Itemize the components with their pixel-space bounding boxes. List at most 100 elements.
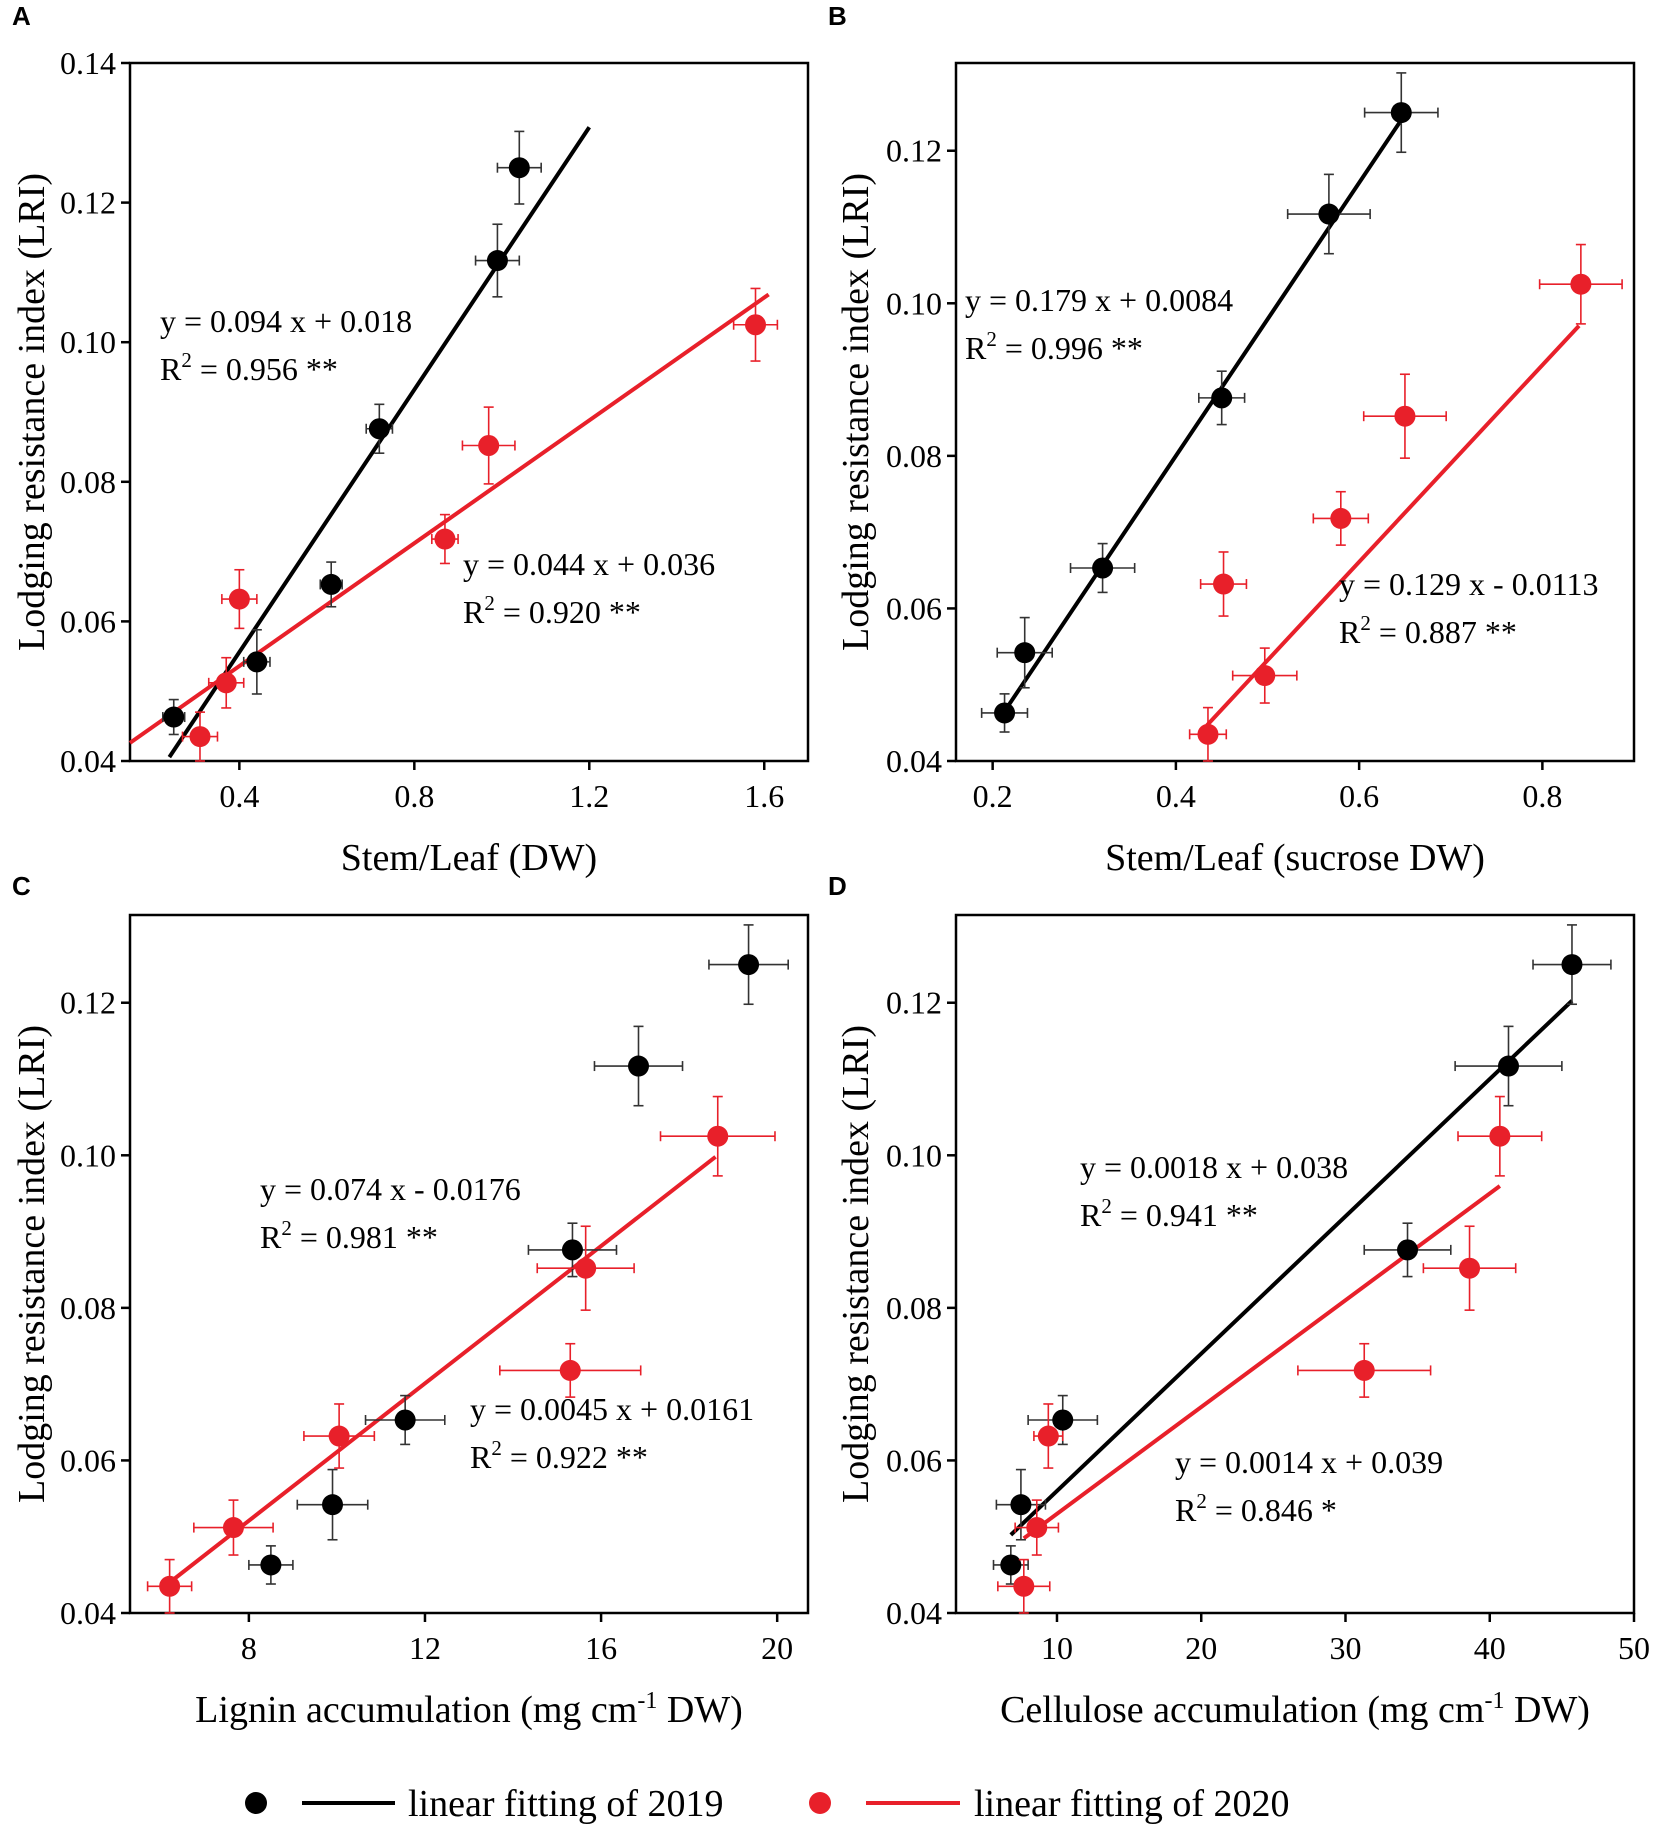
data-point-2020 [1353,1359,1375,1381]
x-axis-label: Stem/Leaf (sucrose DW) [1105,837,1485,879]
x-tick-label: 40 [1474,1630,1506,1666]
r2-value: = 0.956 ** [192,351,338,387]
x-tick-label: 0.4 [219,778,259,814]
legend: linear fitting of 2019 linear fitting of … [245,1783,1290,1825]
legend-label-2020: linear fitting of 2020 [974,1783,1290,1825]
x-tick-label: 0.6 [1339,778,1379,814]
data-point-2020 [745,314,767,336]
data-point-2019 [322,1494,344,1516]
x-tick-label: 16 [585,1630,617,1666]
legend-marker-2019 [245,1792,267,1814]
fit-r2-2020: R2 = 0.887 ** [1339,611,1517,650]
r2-sup: 2 [1360,611,1371,635]
x-axis-label-sup: -1 [637,1688,657,1714]
fit-r2-2019: R2 = 0.941 ** [1080,1194,1258,1233]
data-point-2019 [1397,1239,1419,1261]
y-tick-label: 0.06 [60,1442,116,1478]
y-axis-label: Lodging resistance index (LRI) [11,173,53,651]
x-axis-label: Cellulose accumulation (mg cm-1 DW) [1000,1688,1590,1731]
data-point-2020 [1037,1425,1059,1447]
data-point-2019 [1318,203,1340,225]
y-tick-label: 0.06 [886,590,942,626]
x-tick-label: 1.6 [744,778,784,814]
data-point-2020 [1197,723,1219,745]
data-point-2020 [215,672,237,694]
r2-sup: 2 [181,348,192,372]
fit-equation-2020: y = 0.0045 x + 0.0161 [470,1391,754,1427]
fit-r2-2019: R2 = 0.996 ** [965,327,1143,366]
y-tick-label: 0.12 [60,985,116,1021]
y-tick-label: 0.06 [60,603,116,639]
data-point-2020 [222,1517,244,1539]
fit-equation-2019: y = 0.074 x - 0.0176 [260,1171,521,1207]
x-tick-label: 10 [1041,1630,1073,1666]
fit-r2-2019: R2 = 0.956 ** [160,348,338,387]
r2-value: = 0.941 ** [1112,1197,1258,1233]
r2-value: = 0.920 ** [495,594,641,630]
fit-r2-2019: R2 = 0.981 ** [260,1216,438,1255]
plot-frame [954,913,1636,1615]
data-point-2020 [1570,273,1592,295]
data-point-2019 [994,702,1016,724]
r2-value: = 0.887 ** [1371,614,1517,650]
data-point-2020 [1026,1517,1048,1539]
data-point-2019 [260,1554,282,1576]
y-tick-label: 0.10 [60,324,116,360]
r2-prefix: R [965,330,987,366]
data-point-2019 [246,651,268,673]
data-point-2020 [189,726,211,748]
data-point-2020 [1213,573,1235,595]
x-axis-label-main: Cellulose accumulation (mg cm [1000,1689,1484,1731]
r2-value: = 0.996 ** [997,330,1143,366]
x-tick-label: 0.4 [1156,778,1196,814]
data-point-2020 [1330,507,1352,529]
x-axis-label-tail: DW) [657,1689,742,1731]
data-point-2019 [628,1055,649,1077]
data-point-2019 [1052,1409,1074,1431]
y-tick-label: 0.10 [60,1137,116,1173]
y-tick-label: 0.04 [60,743,116,779]
fit-r2-2020: R2 = 0.920 ** [463,591,641,630]
r2-sup: 2 [484,591,495,615]
panel-c: C 8 12 16 20 0.04 0.06 0.08 0.10 0.12 Lignin accum… [11,871,810,1731]
r2-prefix: R [160,351,182,387]
r2-sup: 2 [281,1216,292,1240]
data-point-2019 [1000,1554,1022,1576]
fit-line-2020 [1205,324,1581,727]
x-tick-label: 0.8 [1522,778,1562,814]
data-point-2020 [434,528,456,550]
data-point-2019 [508,157,530,179]
r2-sup: 2 [491,1436,502,1460]
fit-line-2020 [168,1155,717,1585]
r2-prefix: R [470,1439,492,1475]
fit-r2-2020: R2 = 0.846 * [1175,1489,1337,1528]
y-axis-label: Lodging resistance index (LRI) [11,1025,53,1503]
r2-sup: 2 [1196,1489,1207,1513]
x-tick-label: 1.2 [569,778,609,814]
x-tick-label: 12 [409,1630,441,1666]
y-tick-label: 0.10 [886,1137,942,1173]
data-point-2019 [1497,1055,1519,1077]
y-axis-label: Lodging resistance index (LRI) [835,1025,877,1503]
fit-equation-2019: y = 0.179 x + 0.0084 [965,282,1233,318]
x-tick-label: 0.8 [394,778,434,814]
data-point-2020 [707,1125,729,1147]
data-point-2019 [368,418,390,440]
x-tick-label: 8 [241,1630,257,1666]
y-tick-label: 0.14 [60,45,116,81]
data-point-2020 [478,435,500,457]
r2-value: = 0.981 ** [292,1219,438,1255]
fit-line-2020 [128,292,770,745]
data-point-2019 [394,1409,416,1431]
x-tick-label: 30 [1329,1630,1361,1666]
fit-line-2020 [1022,1184,1502,1541]
x-axis-label-main: Stem/Leaf (sucrose DW) [1105,837,1485,879]
legend-marker-2020 [809,1792,831,1814]
r2-prefix: R [1080,1197,1102,1233]
x-axis-label-main: Stem/Leaf (DW) [341,837,597,879]
fit-r2-2020: R2 = 0.922 ** [470,1436,648,1475]
data-point-2019 [486,250,508,272]
x-axis-label-main: Lignin accumulation (mg cm [195,1689,637,1731]
y-tick-label: 0.08 [886,1290,942,1326]
